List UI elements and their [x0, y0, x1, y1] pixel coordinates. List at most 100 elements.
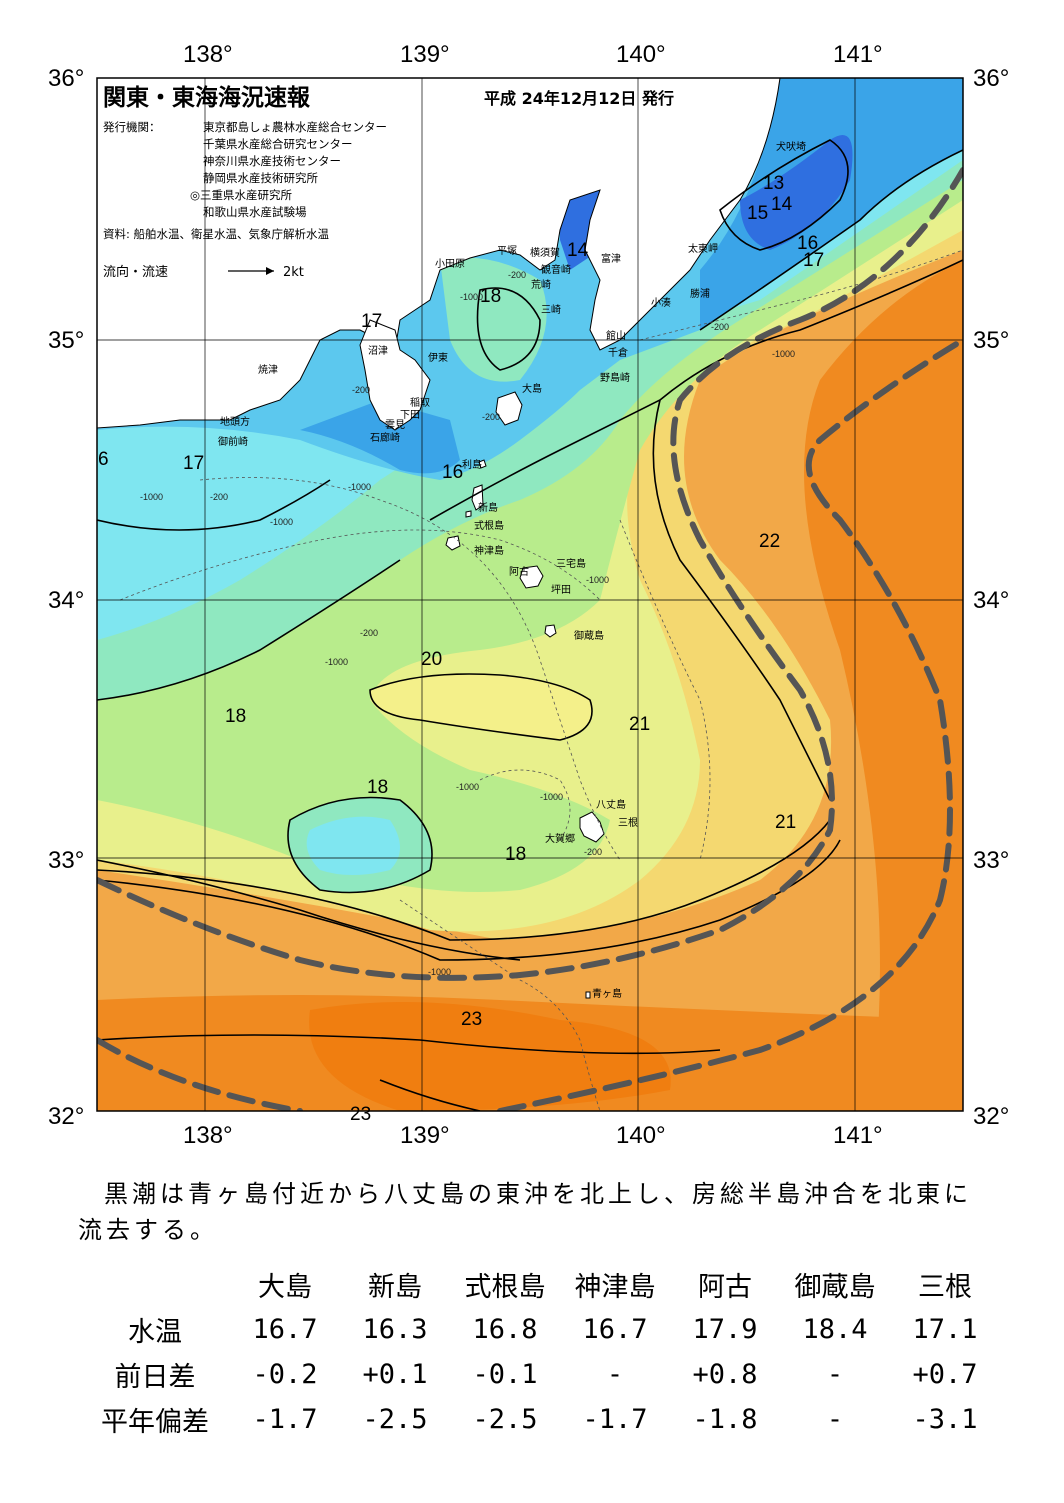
isotherm-label: 21	[775, 812, 796, 833]
place-futtsu: 富津	[601, 252, 621, 265]
depth-label: -1000	[540, 792, 563, 802]
column-header: 式根島	[464, 1272, 546, 1303]
place-misaki: 三崎	[541, 303, 561, 316]
row-label: 水温	[128, 1317, 182, 1348]
isotherm-label: 17	[361, 311, 382, 332]
depth-label: -1000	[456, 782, 479, 792]
table-cell: -1.7	[252, 1404, 318, 1435]
bathymetry-contours	[119, 249, 963, 1111]
isotherm-label: 23	[350, 1104, 371, 1125]
depth-label: -200	[360, 628, 378, 638]
depth-label: -1000	[325, 657, 348, 667]
issuer-3: 神奈川県水産技術センター	[203, 154, 341, 168]
isotherm-label: 22	[759, 531, 780, 552]
place-yokosuka: 横須賀	[530, 246, 560, 259]
coastal-temperature-table: 大島 新島 式根島 神津島 阿古 御蔵島 三根 水温 16.7 16.3 16.…	[80, 1262, 1000, 1442]
place-arasaki: 荒崎	[531, 278, 551, 291]
issue-date: 平成 24年12月12日 発行	[484, 89, 674, 108]
depth-label: -1000	[428, 967, 451, 977]
lon-bottom-140: 140°	[616, 1122, 666, 1149]
depth-label: -200	[482, 412, 500, 422]
lat-right-36: 36°	[973, 65, 1009, 92]
lon-bottom-138: 138°	[183, 1122, 233, 1149]
oshima-island	[495, 391, 523, 426]
place-tateyama: 館山	[606, 329, 626, 342]
isotherm-label: 17	[803, 250, 824, 271]
depth-label: -1000	[586, 575, 609, 585]
place-kannonzaki: 観音崎	[541, 263, 571, 276]
place-ito: 伊東	[428, 351, 448, 364]
depth-label: -200	[584, 847, 602, 857]
table-cell: 16.7	[582, 1314, 648, 1345]
isotherm-label: 14	[567, 240, 589, 261]
table-header-row: 大島 新島 式根島 神津島 阿古 御蔵島 三根	[80, 1262, 1000, 1307]
place-names: 犬吠埼 太東岬 勝浦 小湊 富津 館山 千倉 野島崎 横須賀 観音崎 荒崎 三崎…	[218, 140, 806, 1000]
place-hachijojima: 八丈島	[596, 798, 626, 811]
hachijojima-island	[579, 811, 605, 843]
place-yaizu: 焼津	[258, 364, 278, 376]
shikinejima-island	[465, 510, 472, 518]
place-taitomisaki: 太東岬	[688, 242, 718, 255]
place-aogashima: 青ヶ島	[592, 987, 622, 1000]
place-inatori: 稲取	[410, 397, 430, 409]
place-toshima: 利島	[462, 458, 482, 471]
column-header: 御蔵島	[794, 1272, 876, 1303]
depth-label: -200	[711, 322, 729, 332]
table-row: 水温 16.7 16.3 16.8 16.7 17.9 18.4 17.1	[80, 1307, 1000, 1352]
table-cell: 16.7	[252, 1314, 318, 1345]
summary-sentence: 黒潮は青ヶ島付近から八丈島の東沖を北上し、房総半島沖合を北東に流去する。	[78, 1180, 972, 1244]
place-omaezaki: 御前崎	[218, 435, 248, 448]
depth-label: -1000	[140, 492, 163, 502]
column-header: 大島	[258, 1272, 312, 1303]
miyakejima-island	[519, 565, 544, 589]
mikurajima-island	[544, 624, 557, 638]
lat-right-33: 33°	[973, 847, 1009, 874]
isotherm-lines	[97, 139, 963, 1111]
data-source: 資料: 船舶水温、衛星水温、気象庁解析水温	[103, 227, 330, 241]
column-header: 阿古	[698, 1272, 752, 1303]
table-cell: -	[826, 1404, 844, 1435]
place-shikinejima: 式根島	[474, 519, 504, 532]
lon-top-139: 139°	[400, 41, 450, 68]
aogashima-island	[585, 991, 591, 999]
table-cell: -0.2	[252, 1359, 318, 1390]
place-katsuura: 勝浦	[690, 287, 710, 300]
place-hiratsuka: 平塚	[497, 245, 517, 257]
depth-label: -1000	[460, 292, 483, 302]
axis-labels: 138° 139° 140° 141° 138° 139° 140° 141° …	[48, 41, 1009, 1149]
isotherm-label: 16	[797, 233, 818, 254]
column-header: 三根	[918, 1272, 972, 1303]
graticule	[97, 78, 963, 1111]
issuer-6: 和歌山県水産試験場	[203, 205, 307, 219]
depth-label: -200	[352, 385, 370, 395]
place-ako: 阿古	[509, 565, 529, 578]
table-cell: -	[606, 1359, 624, 1390]
isotherm-label: 13	[763, 173, 784, 194]
arrow-head-icon	[266, 267, 274, 275]
lat-left-33: 33°	[48, 847, 84, 874]
place-tsubota: 坪田	[551, 583, 571, 596]
boso-kanto-land	[96, 77, 781, 429]
map-title: 関東・東海海況速報	[103, 84, 311, 111]
column-header: 新島	[368, 1272, 422, 1303]
isotherm-label: 6	[98, 449, 109, 470]
place-numazu: 沼津	[368, 344, 388, 357]
isotherm-label: 23	[461, 1009, 482, 1030]
table-row: 平年偏差 -1.7 -2.5 -2.5 -1.7 -1.8 - -3.1	[80, 1397, 1000, 1442]
isotherm-label: 14	[771, 194, 793, 215]
depth-label: -200	[210, 492, 228, 502]
summary-text: 黒潮は青ヶ島付近から八丈島の東沖を北上し、房総半島沖合を北東に流去する。	[78, 1176, 978, 1248]
table-cell: 18.4	[802, 1314, 868, 1345]
place-kumomi: 雲見	[385, 419, 405, 431]
place-irozaki: 石廊崎	[370, 431, 400, 444]
lon-top-140: 140°	[616, 41, 666, 68]
table-cell: 16.8	[472, 1314, 538, 1345]
place-mikurajima: 御蔵島	[574, 629, 604, 642]
place-nojimazaki: 野島崎	[600, 371, 630, 384]
table-cell: +0.8	[692, 1359, 758, 1390]
table-cell: -1.8	[692, 1404, 758, 1435]
place-mitsune: 三根	[618, 816, 638, 829]
current-legend-scale: 2kt	[283, 265, 304, 280]
lon-top-141: 141°	[833, 41, 883, 68]
temperature-field	[97, 78, 963, 1111]
